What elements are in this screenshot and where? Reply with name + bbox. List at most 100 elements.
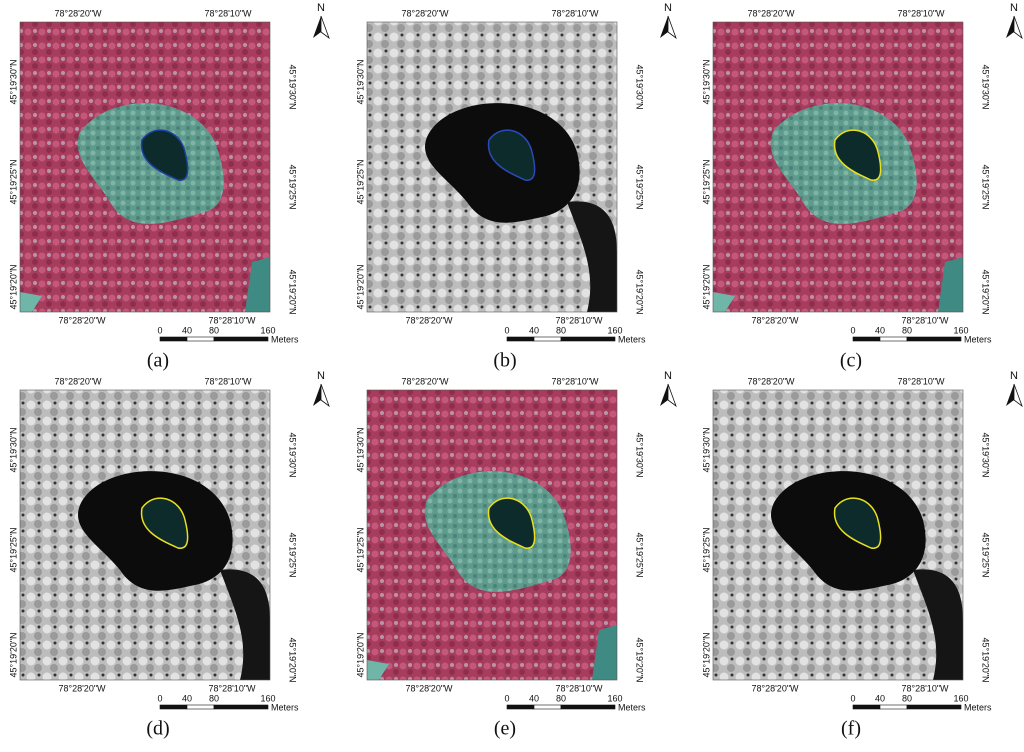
water-corner [938, 257, 963, 312]
north-arrow [1006, 16, 1014, 38]
latitude-label: 45°19'25"N [981, 164, 991, 209]
scale-segment [906, 704, 962, 710]
pond-outline [140, 129, 189, 181]
map-image [20, 22, 270, 312]
scale-tick-label: 160 [953, 693, 968, 703]
scale-tick-label: 80 [902, 325, 912, 335]
scale-tick-label: 80 [902, 693, 912, 703]
latitude-label: 45°19'20"N [701, 264, 711, 309]
latitude-label: 45°19'20"N [355, 264, 365, 309]
scale-tick-label: 40 [182, 693, 192, 703]
longitude-label: 78°28'10"W [901, 683, 949, 693]
north-arrow [660, 384, 668, 406]
latitude-label: 45°19'30"N [701, 427, 711, 472]
scale-tick-label: 40 [529, 325, 539, 335]
map-image [367, 22, 617, 312]
longitude-label: 78°28'20"W [751, 683, 799, 693]
scale-segment [213, 704, 269, 710]
north-label: N [317, 2, 325, 14]
longitude-label: 78°28'10"W [551, 8, 599, 18]
scale-tick-label: 0 [157, 325, 162, 335]
pond-outline [833, 129, 882, 181]
longitude-label: 78°28'20"W [54, 376, 102, 386]
north-label: N [317, 370, 325, 382]
map-panel: 78°28'20"W 78°28'20"W 78°28'10"W 78°28'10"W… [355, 2, 677, 372]
water-corner [367, 660, 389, 680]
latitude-label: 45°19'30"N [635, 432, 645, 477]
longitude-label: 78°28'10"W [901, 315, 949, 325]
map-image [20, 390, 270, 680]
longitude-label: 78°28'20"W [401, 8, 449, 18]
latitude-label: 45°19'30"N [288, 64, 298, 109]
image-frame [366, 389, 618, 681]
map-panel: 78°28'20"W 78°28'20"W 78°28'10"W 78°28'10"W… [701, 2, 1023, 372]
longitude-label: 78°28'20"W [58, 315, 106, 325]
scale-tick-label: 0 [504, 693, 509, 703]
map-image [367, 390, 617, 680]
scale-segment [159, 336, 188, 342]
scale-segment [879, 336, 908, 342]
latitude-label: 45°19'30"N [8, 427, 18, 472]
pond-outline [487, 129, 536, 181]
latitude-label: 45°19'30"N [288, 432, 298, 477]
latitude-label: 45°19'25"N [355, 527, 365, 572]
scale-tick-label: 80 [209, 693, 219, 703]
latitude-label: 45°19'20"N [635, 269, 645, 314]
north-arrow [320, 383, 330, 408]
map-panel: 78°28'20"W 78°28'20"W 78°28'10"W 78°28'10"W… [8, 2, 330, 372]
panel-caption: (b) [493, 350, 516, 372]
map-image [713, 22, 963, 312]
map-image [713, 390, 963, 680]
longitude-label: 78°28'20"W [405, 315, 453, 325]
scale-segment [506, 336, 535, 342]
north-label: N [664, 2, 672, 14]
longitude-label: 78°28'10"W [208, 315, 256, 325]
latitude-label: 45°19'25"N [701, 527, 711, 572]
north-arrow [667, 15, 677, 40]
latitude-label: 45°19'30"N [701, 59, 711, 104]
pond-outline [487, 497, 536, 549]
scale-tick-label: 80 [556, 325, 566, 335]
latitude-label: 45°19'25"N [635, 164, 645, 209]
longitude-label: 78°28'10"W [208, 683, 256, 693]
longitude-label: 78°28'20"W [747, 376, 795, 386]
dark-canopy-gap [567, 201, 617, 312]
longitude-label: 78°28'10"W [555, 683, 603, 693]
north-arrow [1013, 15, 1023, 40]
scale-segment [186, 704, 215, 710]
scale-unit: Meters [618, 334, 646, 344]
dark-canopy-gap [913, 569, 963, 680]
longitude-label: 78°28'10"W [204, 8, 252, 18]
scale-segment [533, 704, 562, 710]
scale-segment [852, 336, 881, 342]
latitude-label: 45°19'25"N [635, 532, 645, 577]
latitude-label: 45°19'20"N [981, 269, 991, 314]
scale-tick-label: 40 [529, 693, 539, 703]
longitude-label: 78°28'20"W [751, 315, 799, 325]
latitude-label: 45°19'20"N [355, 632, 365, 677]
scale-unit: Meters [618, 702, 646, 712]
longitude-label: 78°28'10"W [204, 376, 252, 386]
scale-segment [159, 704, 188, 710]
image-frame [712, 21, 964, 313]
longitude-label: 78°28'20"W [401, 376, 449, 386]
scale-segment [560, 704, 616, 710]
panel-caption: (d) [146, 718, 169, 740]
image-frame [712, 389, 964, 681]
scale-tick-label: 0 [850, 693, 855, 703]
scale-tick-label: 0 [850, 325, 855, 335]
pond-outline [833, 497, 882, 549]
longitude-label: 78°28'20"W [405, 683, 453, 693]
scale-segment [186, 336, 215, 342]
scale-segment [506, 704, 535, 710]
latitude-label: 45°19'30"N [355, 427, 365, 472]
scale-unit: Meters [964, 702, 992, 712]
water-corner [713, 292, 735, 312]
latitude-label: 45°19'20"N [8, 632, 18, 677]
longitude-label: 78°28'10"W [897, 376, 945, 386]
north-arrow [1006, 384, 1014, 406]
scale-tick-label: 80 [556, 693, 566, 703]
latitude-label: 45°19'25"N [8, 527, 18, 572]
latitude-label: 45°19'20"N [8, 264, 18, 309]
